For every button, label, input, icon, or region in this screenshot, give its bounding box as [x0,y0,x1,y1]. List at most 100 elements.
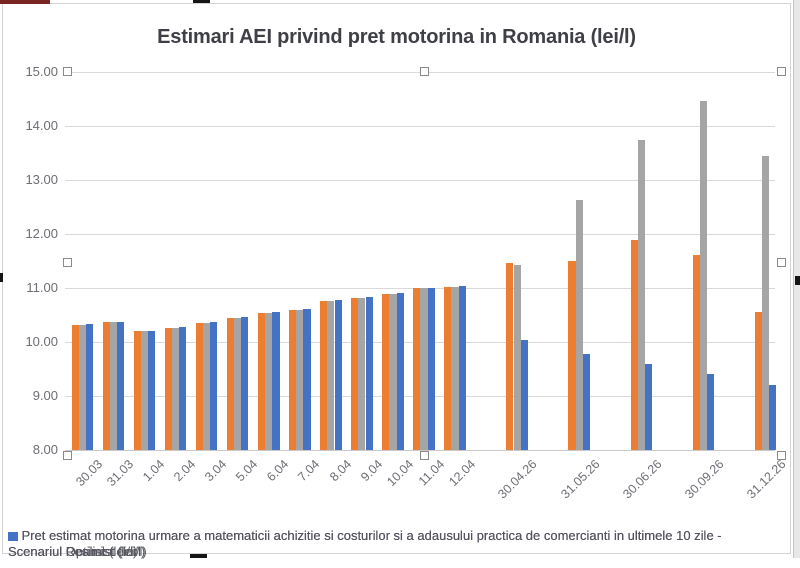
bar-optimist[interactable] [427,287,435,450]
chart-selection-handle-right[interactable] [795,276,800,285]
bar-optimist[interactable] [148,330,156,450]
bar-realist[interactable] [226,318,235,450]
bar-pesimist[interactable] [141,331,149,450]
bar-optimist[interactable] [210,321,218,450]
bar-pesimist[interactable] [389,293,397,450]
chart-area-frame[interactable] [2,3,791,554]
bar-pesimist[interactable] [420,288,428,450]
bar-realist[interactable] [444,286,452,450]
chart-selection-handle-bottom[interactable] [190,554,207,558]
plot-selection-handle[interactable] [62,257,72,267]
x-tick-label: 10.04 [383,457,416,490]
bar-pesimist[interactable] [358,297,366,450]
x-tick-label: 2.04 [171,457,199,485]
bar-realist[interactable] [102,322,110,450]
bar-pesimist[interactable] [575,200,583,450]
x-tick-label: 12.04 [445,457,478,490]
bar-optimist[interactable] [117,321,125,450]
bar-pesimist[interactable] [110,322,118,450]
bar-optimist[interactable] [769,384,777,450]
bar-realist[interactable] [289,309,297,450]
bar-pesimist[interactable] [761,156,770,450]
plot-selection-handle[interactable] [776,66,786,76]
bar-pesimist[interactable] [78,324,87,450]
chart-legend[interactable]: Pret estimat motorina urmare a matematic… [8,528,778,568]
bar-realist[interactable] [133,331,141,450]
bar-optimist[interactable] [334,299,342,450]
y-tick-label: 11.00 [26,280,58,295]
x-tick-label: 3.04 [202,457,230,485]
gridline [65,234,775,235]
bar-pesimist[interactable] [172,328,180,450]
bar-realist[interactable] [506,263,514,450]
plot-selection-handle[interactable] [62,450,72,460]
bar-pesimist[interactable] [203,322,211,450]
chart-title[interactable]: Estimari AEI privind pret motorina in Ro… [157,26,636,48]
bar-realist[interactable] [164,328,173,450]
bar-optimist[interactable] [179,327,187,450]
legend-series-common-text: Pret estimat motorina urmare a matematic… [21,528,722,543]
bar-pesimist[interactable] [327,301,335,450]
y-tick-label: 14.00 [25,118,58,133]
bar-pesimist[interactable] [637,139,645,450]
legend-entry-pesimist[interactable]: Pret estimat motorina urmare a matematic… [8,528,778,560]
y-tick-label: 12.00 [25,226,58,241]
bar-optimist[interactable] [707,373,715,450]
bar-realist[interactable] [195,322,204,450]
y-tick-label: 13.00 [25,172,58,187]
bar-pesimist[interactable] [265,312,273,450]
bar-optimist[interactable] [365,296,373,450]
bar-pesimist[interactable] [699,100,707,450]
gridline [65,180,775,181]
bar-optimist[interactable] [458,286,466,450]
y-tick-label: 10.00 [25,334,58,349]
bar-realist[interactable] [351,297,359,450]
bar-pesimist[interactable] [296,309,304,450]
bar-optimist[interactable] [644,363,653,450]
bar-realist[interactable] [258,312,266,450]
bar-optimist[interactable] [86,323,94,450]
window-edge-artifact [0,0,50,4]
legend-series-scenario-text: Scenariul Pesimist (lei/l) [8,544,147,559]
bar-realist[interactable] [320,301,328,450]
bar-pesimist[interactable] [234,318,242,450]
y-tick-label: 8.00 [32,442,58,457]
bar-realist[interactable] [754,311,762,450]
x-tick-label: 9.04 [357,457,385,485]
x-tick-label: 30.03 [73,457,106,490]
x-tick-label: 8.04 [326,457,354,485]
bar-realist[interactable] [71,324,79,450]
legend-entry-realist[interactable]: Pret estimat motorina urmare a matematic… [8,528,778,560]
bar-optimist[interactable] [582,354,590,450]
bar-pesimist[interactable] [451,286,459,450]
chart-selection-handle-left[interactable] [0,273,3,282]
bar-realist[interactable] [630,239,638,450]
legend-entry-optimist[interactable]: Pret estimat motorina urmare a matematic… [8,528,778,560]
plot-selection-handle[interactable] [776,450,786,460]
x-tick-label: 1.04 [140,457,168,485]
plot-selection-handle[interactable] [776,257,786,267]
bar-optimist[interactable] [396,292,404,450]
chart-selection-handle-top[interactable] [193,0,210,3]
plot-selection-handle[interactable] [62,66,72,76]
bar-realist[interactable] [692,255,700,450]
bar-optimist[interactable] [241,317,249,450]
bar-optimist[interactable] [520,339,528,450]
legend-series-scenario-text: Scenariul Realist (lei/l) [8,544,138,559]
plot-selection-handle[interactable] [419,66,429,76]
plot-selection-handle[interactable] [419,450,429,460]
bar-realist[interactable] [568,261,576,450]
bar-optimist[interactable] [303,308,311,450]
x-tick-label: 7.04 [295,457,323,485]
x-tick-label: 31.03 [104,457,137,490]
bar-realist[interactable] [413,288,421,450]
bar-optimist[interactable] [272,311,280,450]
legend-series-scenario-text: Scenariul Optimist (lei/l) [8,544,146,559]
y-tick-label: 9.00 [32,388,58,403]
bar-realist[interactable] [382,293,390,450]
bar-pesimist[interactable] [513,265,521,450]
x-tick-label: 11.04 [415,457,447,489]
x-tick-label: 5.04 [233,457,261,485]
legend-text-line1: Pret estimat motorina urmare a matematic… [8,528,778,544]
